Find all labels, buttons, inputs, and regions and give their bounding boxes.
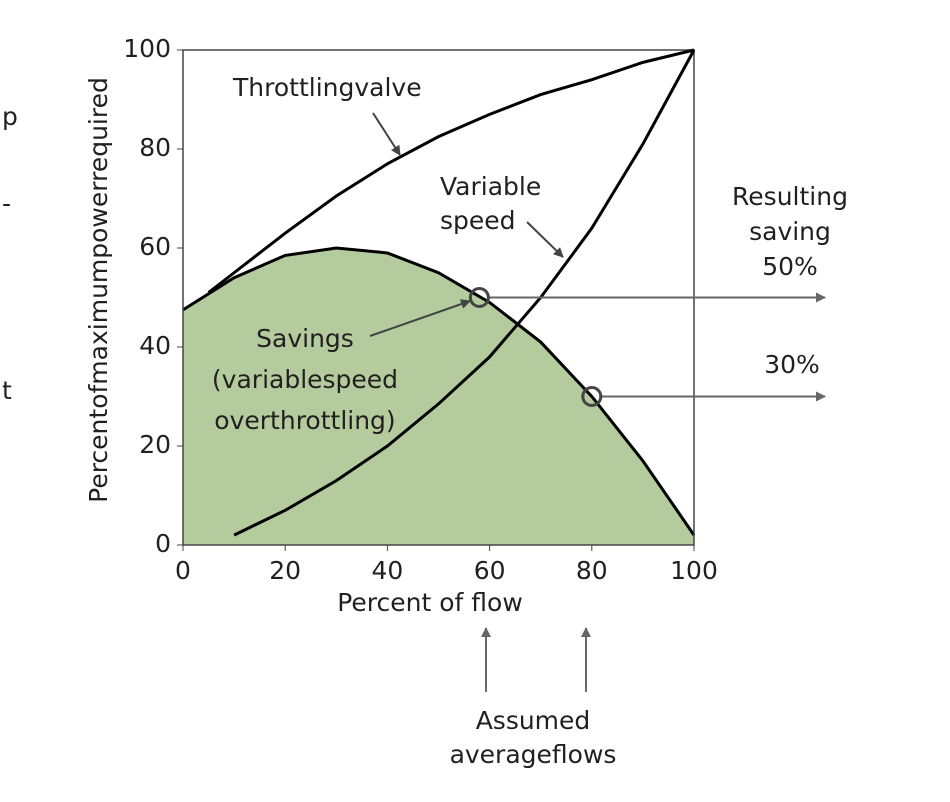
savings-area xyxy=(183,248,694,545)
annotation: Resulting xyxy=(732,182,848,211)
annotation: Throttlingvalve xyxy=(232,73,422,102)
x-tick-label: 0 xyxy=(175,556,191,585)
curve xyxy=(233,49,696,537)
edge-fragment: t xyxy=(2,376,12,405)
y-axis-label: Percentofmaximumpowerrequired xyxy=(84,77,113,503)
annotation: 50% xyxy=(762,252,818,281)
pointer xyxy=(372,112,401,156)
annotation: averageflows xyxy=(450,740,617,769)
x-tick-label: 20 xyxy=(269,556,301,585)
x-tick-label: 40 xyxy=(371,556,403,585)
x-tick-label: 60 xyxy=(474,556,506,585)
pointer xyxy=(526,221,564,258)
y-tick-label: 80 xyxy=(139,133,171,162)
point xyxy=(468,287,490,308)
y-tick-label: 100 xyxy=(123,34,171,63)
x-tick-label: 80 xyxy=(576,556,608,585)
pointer xyxy=(369,299,471,337)
annotation: Savings xyxy=(256,324,354,353)
annotation: saving xyxy=(749,217,831,246)
y-tick-label: 60 xyxy=(139,232,171,261)
y-tick-label: 20 xyxy=(139,430,171,459)
annotation: Assumed xyxy=(476,706,591,735)
y-tick-label: 40 xyxy=(139,331,171,360)
x-tick-label: 100 xyxy=(670,556,718,585)
curve xyxy=(207,48,695,294)
annotation: 30% xyxy=(764,350,820,379)
y-tick-label: 0 xyxy=(155,529,171,558)
edge-fragment: - xyxy=(2,189,11,218)
annotation: overthrottling) xyxy=(214,406,395,435)
savings-edge xyxy=(182,246,696,536)
x-axis-label: Percent of flow xyxy=(337,588,523,617)
annotation: speed xyxy=(440,206,516,235)
annotation: Variable xyxy=(440,172,541,201)
point xyxy=(581,386,603,407)
annotation: (variablespeed xyxy=(212,365,398,394)
edge-fragment: p xyxy=(2,102,18,131)
